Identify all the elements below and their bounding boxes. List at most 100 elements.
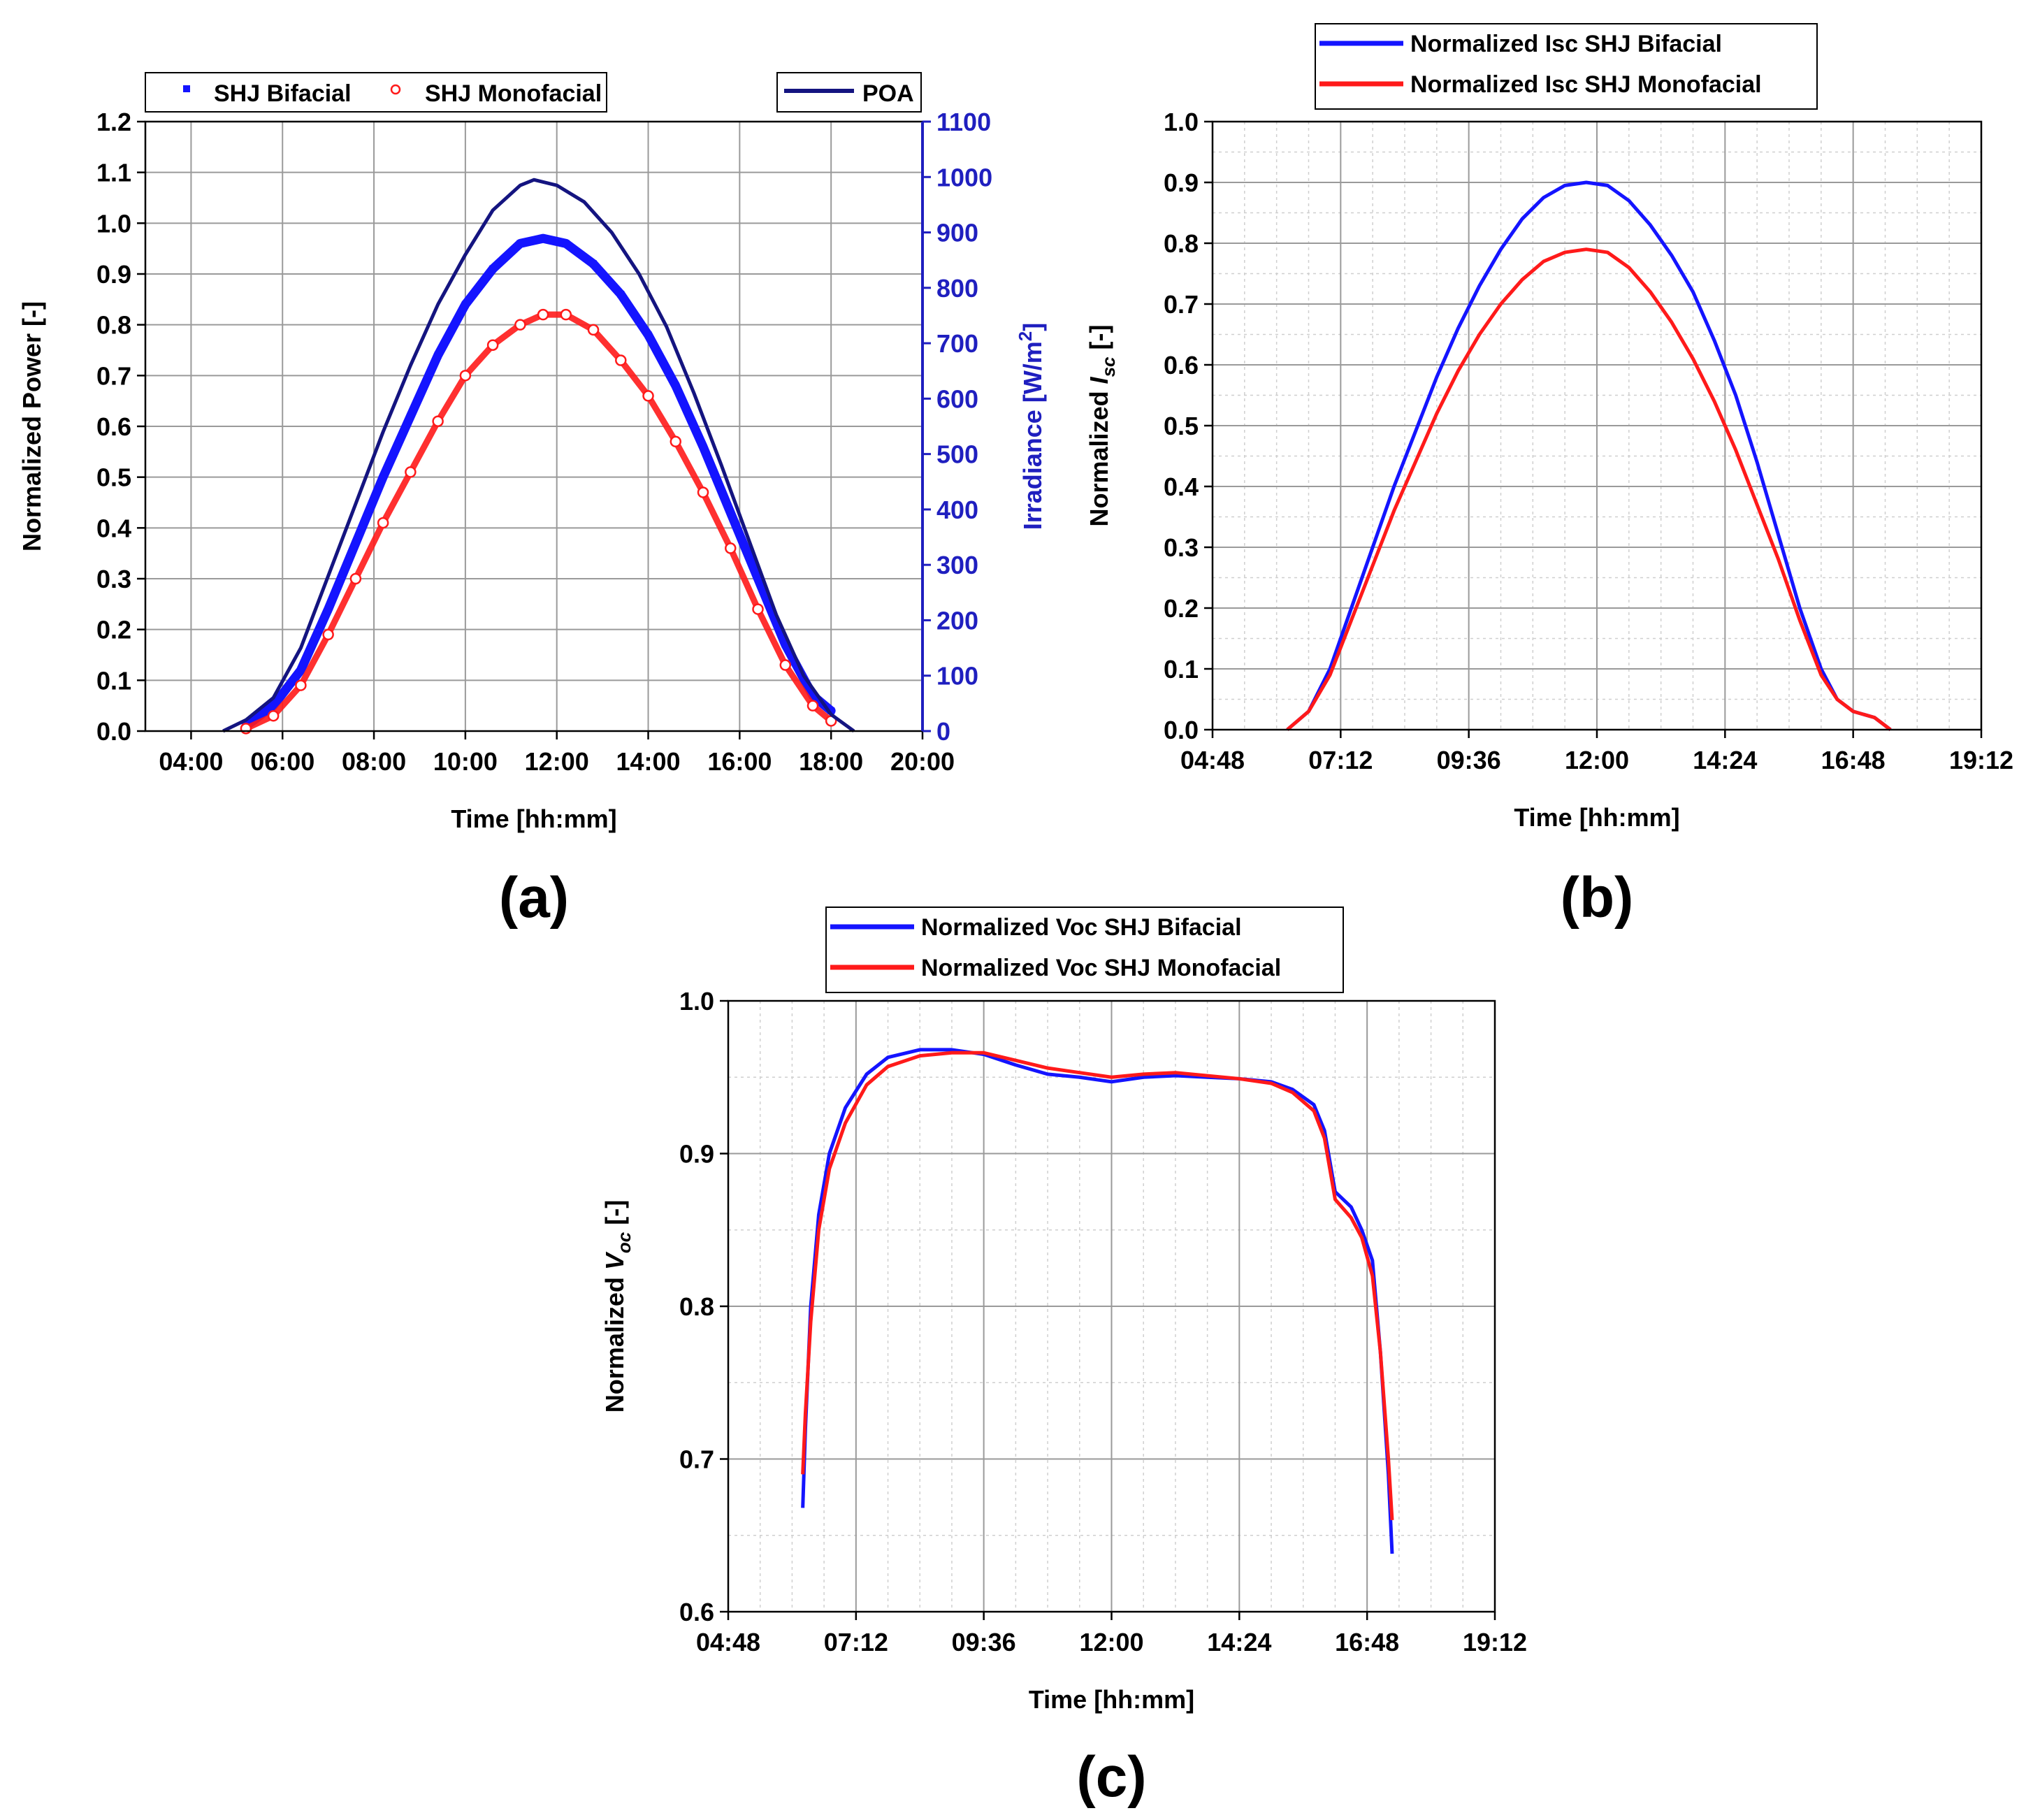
x-tick-label: 10:00 [433, 747, 498, 776]
y-label-subscript: oc [614, 1232, 635, 1253]
y-tick-label: 0.1 [96, 666, 131, 695]
y-tick-label: 0.0 [96, 717, 131, 746]
data-point [270, 702, 277, 709]
y-axis-label: Normalized Voc [-] [600, 1200, 635, 1413]
y-tick-label: 1.0 [1164, 108, 1199, 136]
panel-label: (c) [1076, 1745, 1146, 1809]
data-point [725, 542, 737, 554]
y-tick-label: 0.1 [1164, 655, 1199, 684]
y-axis-label: Normalized Power [-] [17, 301, 46, 551]
legend-label: Normalized Isc SHJ Bifacial [1410, 31, 1722, 57]
data-point [379, 473, 387, 481]
x-tick-label: 12:00 [1565, 746, 1629, 774]
y-tick-label: 0.2 [96, 616, 131, 644]
legend-box [1315, 23, 1818, 110]
data-point [752, 603, 764, 615]
y2-tick-label: 100 [936, 662, 978, 691]
y-tick-label: 0.8 [96, 311, 131, 340]
data-point [377, 517, 389, 529]
data-point [754, 575, 762, 582]
y-tick-label: 0.4 [96, 514, 131, 542]
x-tick-label: 04:48 [696, 1628, 760, 1656]
panel-a: 04:00 06:00 08:00 10:00 12:00 14:00 16:00 18:00… [17, 72, 1047, 930]
data-point [322, 628, 334, 641]
data-point [349, 572, 362, 585]
y-tick-label: 0.6 [96, 412, 131, 441]
y-tick-label: 0.6 [1164, 351, 1199, 380]
series-line [801, 1050, 1394, 1521]
y2-tick-label: 1000 [936, 163, 992, 192]
y-label-variable: V [600, 1251, 629, 1270]
x-tick-label: 20:00 [890, 747, 955, 776]
y-tick-label: 0.7 [679, 1445, 714, 1474]
data-point [486, 339, 499, 351]
data-point [324, 605, 332, 613]
x-tick-label: 09:36 [952, 1628, 1016, 1656]
data-point [352, 540, 359, 547]
legend-box [825, 907, 1344, 993]
major-grid [728, 1000, 1496, 1612]
y-tick-label: 0.2 [1164, 594, 1199, 623]
y-tick-label: 1.1 [96, 159, 131, 187]
data-point [562, 240, 570, 247]
x-tick-label: 14:00 [616, 747, 680, 776]
y2-tick-label: 700 [936, 329, 978, 358]
x-axis-label: Time [hh:mm] [451, 804, 616, 833]
data-point [407, 412, 414, 420]
y-tick-label: 0.8 [679, 1292, 714, 1321]
legend: SHJ Bifacial SHJ Monofacial [145, 72, 607, 113]
legend-label: SHJ Bifacial [214, 80, 352, 107]
data-point [672, 382, 679, 389]
data-point [459, 370, 472, 382]
x-tick-label: 18:00 [799, 747, 863, 776]
data-point [267, 709, 280, 722]
x-tick-label: 06:00 [250, 747, 314, 776]
y-tick-label: 0.3 [1164, 533, 1199, 562]
legend-box [145, 72, 607, 113]
y-tick-label: 0.5 [96, 463, 131, 492]
panel-label: (a) [499, 866, 569, 930]
y-label-suffix: [-] [1085, 325, 1113, 357]
y-tick-label: 0.7 [96, 361, 131, 390]
x-tick-label: 16:00 [707, 747, 772, 776]
data-point [297, 666, 305, 674]
y2-tick-label: 200 [936, 606, 978, 635]
x-tick-label: 04:48 [1180, 746, 1245, 774]
series-shj-bifacial [241, 233, 836, 731]
y-tick-label: 0.3 [96, 565, 131, 593]
x-tick-label: 12:00 [1079, 1628, 1143, 1656]
x-tick-label: 16:48 [1335, 1628, 1399, 1656]
data-point [806, 700, 819, 712]
data-point [700, 443, 707, 451]
panel-label: (b) [1561, 866, 1634, 930]
data-point [642, 390, 654, 402]
major-grid [145, 121, 923, 732]
data-point [514, 319, 526, 331]
series-normalized-voc-shj-monofacial [801, 1050, 1394, 1521]
panel-c: 04:48 07:12 09:36 12:00 14:24 16:48 19:12 0.6 0.… [600, 907, 1527, 1809]
data-point [240, 723, 252, 735]
data-point [644, 331, 652, 339]
y2-tick-label: 1100 [936, 108, 991, 136]
data-point [615, 354, 627, 366]
y2-tick-label: 0 [936, 717, 950, 746]
data-point [434, 352, 442, 359]
y-label-prefix: Normalized [600, 1270, 629, 1413]
legend-label: POA [862, 80, 914, 107]
y-tick-label: 1.0 [96, 209, 131, 238]
y2-label-bracket: ] [1018, 323, 1047, 331]
data-point [697, 486, 709, 498]
x-tick-label: 14:24 [1207, 1628, 1271, 1656]
data-point [809, 692, 817, 700]
x-axis-label: Time [hh:mm] [1514, 803, 1679, 832]
legend: Normalized Voc SHJ Bifacial Normalized Vo… [825, 907, 1344, 993]
data-point [405, 466, 417, 478]
series-shj-monofacial [240, 308, 837, 735]
y-tick-label: 0.9 [679, 1140, 714, 1169]
y2-tick-label: 600 [936, 384, 978, 413]
data-point [560, 308, 572, 321]
x-tick-label: 19:12 [1463, 1628, 1527, 1656]
y-label-subscript: sc [1098, 356, 1119, 377]
y-tick-label: 0.7 [1164, 290, 1199, 319]
x-tick-label: 07:12 [1308, 746, 1373, 774]
